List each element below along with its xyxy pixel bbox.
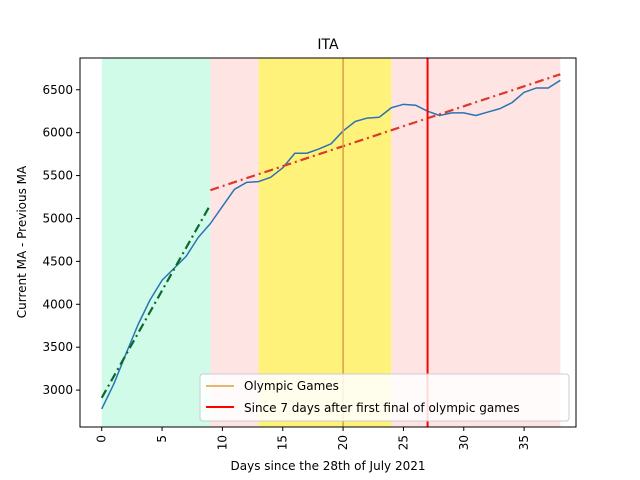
x-tick-label: 25 bbox=[396, 435, 410, 450]
background-spans bbox=[101, 58, 561, 427]
span-3 bbox=[391, 58, 561, 427]
x-tick-label: 5 bbox=[155, 435, 169, 443]
x-tick-label: 35 bbox=[517, 435, 531, 450]
series-line-2 bbox=[209, 73, 561, 192]
legend: Olympic Games Since 7 days after first f… bbox=[199, 373, 570, 422]
y-tick-label: 5000 bbox=[42, 211, 73, 225]
y-tick-label: 3500 bbox=[42, 340, 73, 354]
chart-title: ITA bbox=[317, 37, 339, 53]
x-axis-label: Days since the 28th of July 2021 bbox=[231, 459, 426, 473]
span-1 bbox=[210, 58, 259, 427]
x-tick-label: 30 bbox=[457, 435, 471, 450]
legend-label-olympic-games: Olympic Games bbox=[244, 379, 339, 393]
x-tick-label: 20 bbox=[336, 435, 350, 450]
vertical-lines bbox=[342, 58, 429, 427]
y-tick-label: 5500 bbox=[42, 169, 73, 183]
span-0 bbox=[101, 58, 211, 427]
x-tick-label: 10 bbox=[215, 435, 229, 450]
y-tick-label: 6000 bbox=[42, 126, 73, 140]
plot-frame bbox=[79, 57, 577, 428]
x-axis-ticks: 0 5 10 15 20 25 30 35 bbox=[95, 427, 531, 450]
x-tick-label: 15 bbox=[276, 435, 290, 450]
legend-box bbox=[199, 373, 570, 422]
y-tick-label: 4500 bbox=[42, 254, 73, 268]
series-line-1 bbox=[100, 204, 212, 399]
y-tick-label: 3000 bbox=[42, 383, 73, 397]
legend-label-since-7-days: Since 7 days after first final of olympi… bbox=[244, 401, 520, 415]
y-tick-label: 4000 bbox=[42, 297, 73, 311]
series-group bbox=[100, 73, 561, 410]
y-tick-label: 6500 bbox=[42, 83, 73, 97]
series-line-0 bbox=[101, 79, 561, 410]
span-2 bbox=[258, 58, 392, 427]
y-axis-label: Current MA - Previous MA bbox=[15, 165, 29, 318]
y-axis-ticks: 3000 3500 4000 4500 5000 5500 6000 6500 bbox=[42, 83, 80, 397]
x-tick-label: 0 bbox=[95, 435, 109, 443]
